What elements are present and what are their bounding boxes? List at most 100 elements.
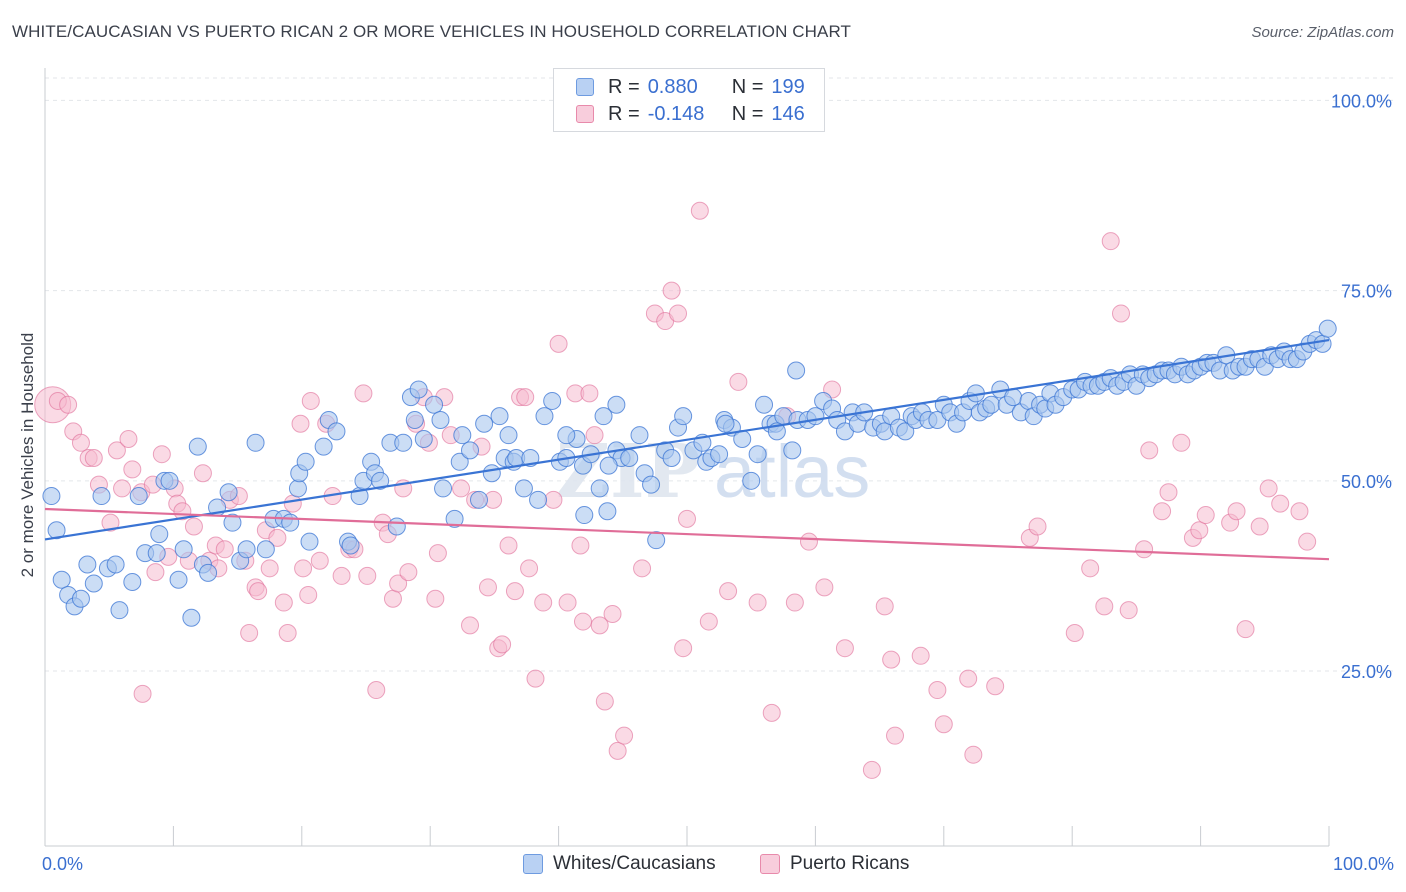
white-point xyxy=(642,475,661,494)
white-point xyxy=(288,479,307,498)
puerto-rican-point xyxy=(1259,479,1278,498)
white-point xyxy=(431,410,450,429)
puerto-rican-point xyxy=(678,509,696,528)
white-point xyxy=(256,540,275,559)
legend-n-value-puerto-ricans: 146 xyxy=(771,102,805,125)
white-point xyxy=(199,563,218,582)
white-point xyxy=(237,540,256,559)
puerto-rican-point xyxy=(428,544,447,563)
y-tick-label: 50.0% xyxy=(1341,472,1392,492)
tick-labels: 100.0% 75.0% 50.0% 25.0% 0.0% 100.0% xyxy=(42,91,1394,874)
white-point xyxy=(461,441,480,460)
puerto-rican-point xyxy=(571,536,590,555)
puerto-rican-point xyxy=(785,593,804,612)
puerto-rican-point xyxy=(986,677,1005,696)
puerto-rican-point xyxy=(633,559,652,578)
white-point xyxy=(482,464,501,483)
puerto-rican-point xyxy=(1290,502,1309,521)
white-point xyxy=(710,445,729,464)
white-point xyxy=(599,456,618,475)
legend-n-value-whites: 199 xyxy=(771,75,805,98)
white-point xyxy=(106,555,125,574)
puerto-rican-point xyxy=(399,563,418,582)
puerto-rican-point xyxy=(608,741,627,760)
white-point xyxy=(405,410,424,429)
white-point xyxy=(394,433,413,452)
trend-line-puerto-ricans xyxy=(44,507,1330,561)
white-point xyxy=(371,471,390,490)
source-credit: Source: ZipAtlas.com xyxy=(1251,24,1394,41)
puerto-rican-point xyxy=(534,593,553,612)
x-tick-label-start: 0.0% xyxy=(42,854,83,874)
legend-row-puerto-ricans: R = -0.148 N = 146 xyxy=(576,102,805,126)
white-point xyxy=(182,608,201,627)
puerto-rican-point xyxy=(499,536,518,555)
puerto-rican-point xyxy=(959,669,978,688)
puerto-rican-point xyxy=(383,589,402,608)
puerto-rican-point xyxy=(1172,433,1191,452)
puerto-rican-point xyxy=(748,593,767,612)
white-point xyxy=(169,570,188,589)
puerto-rican-point xyxy=(1140,441,1159,460)
white-point xyxy=(150,525,169,544)
puerto-rican-point xyxy=(603,604,622,623)
puerto-rican-point xyxy=(1065,623,1084,642)
puerto-rican-point xyxy=(184,517,203,536)
puerto-rican-point xyxy=(452,479,471,498)
white-point xyxy=(748,445,767,464)
white-point xyxy=(129,487,148,506)
white-point xyxy=(327,422,346,441)
puerto-rican-point xyxy=(294,559,313,578)
puerto-rican-point xyxy=(1190,521,1209,540)
puerto-rican-point xyxy=(310,551,329,570)
puerto-rican-point xyxy=(133,684,152,703)
legend-r-value-puerto-ricans: -0.148 xyxy=(647,102,705,125)
white-point xyxy=(219,483,238,502)
white-point xyxy=(453,426,472,445)
puerto-rican-point xyxy=(59,395,78,414)
puerto-rican-point xyxy=(1196,506,1215,525)
puerto-rican-point xyxy=(461,616,480,635)
white-point xyxy=(147,544,166,563)
white-point xyxy=(123,573,142,592)
legend-r-label: R = xyxy=(608,75,640,98)
puerto-rican-point xyxy=(291,414,310,433)
puerto-rican-point xyxy=(332,566,351,585)
white-point xyxy=(1313,334,1332,353)
puerto-rican-point xyxy=(835,639,854,658)
stats-legend: R = 0.880 N = 199 R = -0.148 N = 146 xyxy=(553,68,825,132)
puerto-rican-point xyxy=(573,612,592,631)
puerto-rican-point xyxy=(299,585,318,604)
puerto-rican-point xyxy=(274,593,293,612)
white-point xyxy=(806,407,825,426)
white-point xyxy=(78,555,97,574)
puerto-rican-point xyxy=(516,388,535,407)
puerto-rican-point xyxy=(283,494,302,513)
white-point xyxy=(783,441,802,460)
puerto-rican-point xyxy=(882,650,901,669)
white-point xyxy=(521,449,540,467)
puerto-rican-point xyxy=(719,582,738,601)
puerto-rican-point xyxy=(84,449,103,467)
legend-n-label: N = xyxy=(731,102,764,125)
white-point xyxy=(896,422,915,441)
white-point xyxy=(409,380,428,399)
puerto-rican-point xyxy=(580,384,599,403)
puerto-rican-point xyxy=(1028,517,1047,536)
puerto-rican-point xyxy=(193,464,212,483)
puerto-rican-point xyxy=(669,304,688,323)
white-point xyxy=(314,437,333,456)
white-point xyxy=(557,426,576,445)
white-point xyxy=(590,479,609,498)
puerto-rican-point xyxy=(268,528,287,547)
puerto-rican-point xyxy=(493,635,512,654)
puerto-rican-point xyxy=(1119,601,1138,620)
puerto-rican-point xyxy=(101,513,120,532)
white-point xyxy=(84,574,103,593)
white-point xyxy=(47,521,66,540)
puerto-rican-point xyxy=(1081,559,1100,578)
white-point xyxy=(742,471,761,490)
white-point xyxy=(620,449,639,467)
white-point xyxy=(499,426,518,445)
puerto-rican-point xyxy=(928,681,947,700)
